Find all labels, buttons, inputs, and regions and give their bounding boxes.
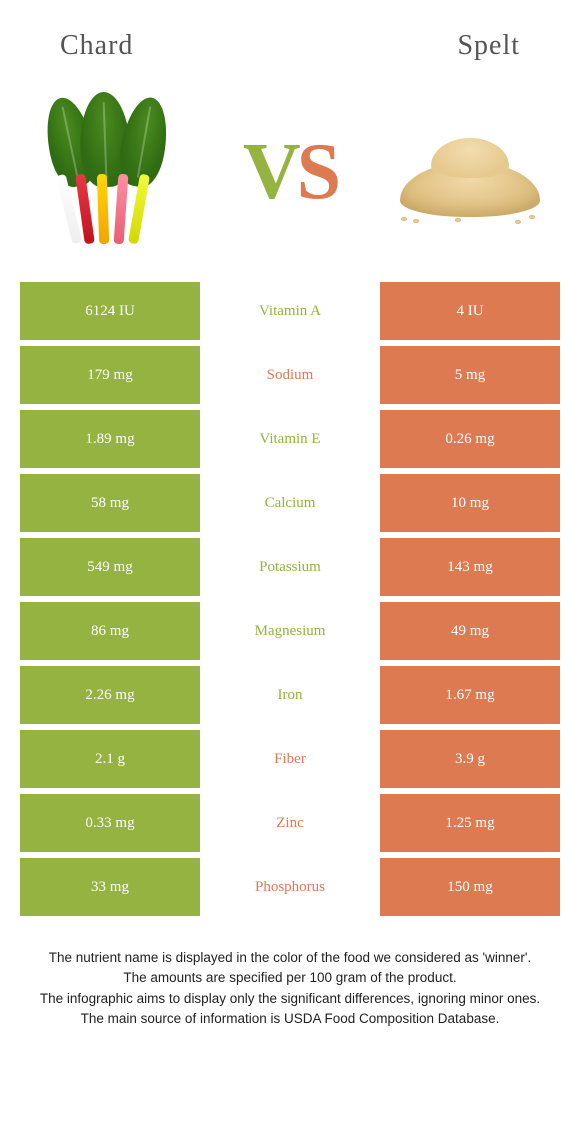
right-value-cell: 150 mg xyxy=(380,858,560,916)
table-row: 549 mgPotassium143 mg xyxy=(20,538,560,596)
nutrient-label: Fiber xyxy=(200,730,380,788)
left-value-cell: 2.26 mg xyxy=(20,666,200,724)
right-value-cell: 10 mg xyxy=(380,474,560,532)
footnote-line: The main source of information is USDA F… xyxy=(26,1009,554,1029)
vs-v-letter: V xyxy=(243,128,297,216)
footnote-line: The infographic aims to display only the… xyxy=(26,989,554,1009)
chard-image xyxy=(30,92,190,252)
left-food-title: Chard xyxy=(60,30,133,62)
left-value-cell: 1.89 mg xyxy=(20,410,200,468)
table-row: 1.89 mgVitamin E0.26 mg xyxy=(20,410,560,468)
header: Chard Spelt xyxy=(0,0,580,72)
table-row: 0.33 mgZinc1.25 mg xyxy=(20,794,560,852)
table-row: 58 mgCalcium10 mg xyxy=(20,474,560,532)
nutrient-label: Vitamin A xyxy=(200,282,380,340)
table-row: 33 mgPhosphorus150 mg xyxy=(20,858,560,916)
table-row: 179 mgSodium5 mg xyxy=(20,346,560,404)
footnote-line: The nutrient name is displayed in the co… xyxy=(26,948,554,968)
nutrient-label: Zinc xyxy=(200,794,380,852)
chard-icon xyxy=(40,92,180,252)
table-row: 6124 IUVitamin A4 IU xyxy=(20,282,560,340)
footnote-line: The amounts are specified per 100 gram o… xyxy=(26,968,554,988)
right-value-cell: 0.26 mg xyxy=(380,410,560,468)
left-value-cell: 6124 IU xyxy=(20,282,200,340)
nutrient-label: Magnesium xyxy=(200,602,380,660)
comparison-table: 6124 IUVitamin A4 IU 179 mgSodium5 mg 1.89… xyxy=(0,282,580,916)
nutrient-label: Sodium xyxy=(200,346,380,404)
right-food-title: Spelt xyxy=(457,30,520,62)
left-value-cell: 179 mg xyxy=(20,346,200,404)
right-value-cell: 5 mg xyxy=(380,346,560,404)
left-value-cell: 58 mg xyxy=(20,474,200,532)
nutrient-label: Phosphorus xyxy=(200,858,380,916)
spelt-icon xyxy=(395,117,545,227)
vs-label: VS xyxy=(243,127,337,218)
table-row: 2.1 gFiber3.9 g xyxy=(20,730,560,788)
left-value-cell: 549 mg xyxy=(20,538,200,596)
footnote-block: The nutrient name is displayed in the co… xyxy=(0,922,580,1029)
hero-row: VS xyxy=(0,72,580,282)
nutrient-label: Potassium xyxy=(200,538,380,596)
left-value-cell: 0.33 mg xyxy=(20,794,200,852)
left-value-cell: 33 mg xyxy=(20,858,200,916)
nutrient-label: Vitamin E xyxy=(200,410,380,468)
left-value-cell: 2.1 g xyxy=(20,730,200,788)
right-value-cell: 3.9 g xyxy=(380,730,560,788)
left-value-cell: 86 mg xyxy=(20,602,200,660)
infographic-container: Chard Spelt VS xyxy=(0,0,580,1029)
right-value-cell: 49 mg xyxy=(380,602,560,660)
nutrient-label: Iron xyxy=(200,666,380,724)
right-value-cell: 4 IU xyxy=(380,282,560,340)
spelt-image xyxy=(390,92,550,252)
table-row: 86 mgMagnesium49 mg xyxy=(20,602,560,660)
right-value-cell: 143 mg xyxy=(380,538,560,596)
right-value-cell: 1.67 mg xyxy=(380,666,560,724)
right-value-cell: 1.25 mg xyxy=(380,794,560,852)
table-row: 2.26 mgIron1.67 mg xyxy=(20,666,560,724)
nutrient-label: Calcium xyxy=(200,474,380,532)
vs-s-letter: S xyxy=(297,128,338,216)
